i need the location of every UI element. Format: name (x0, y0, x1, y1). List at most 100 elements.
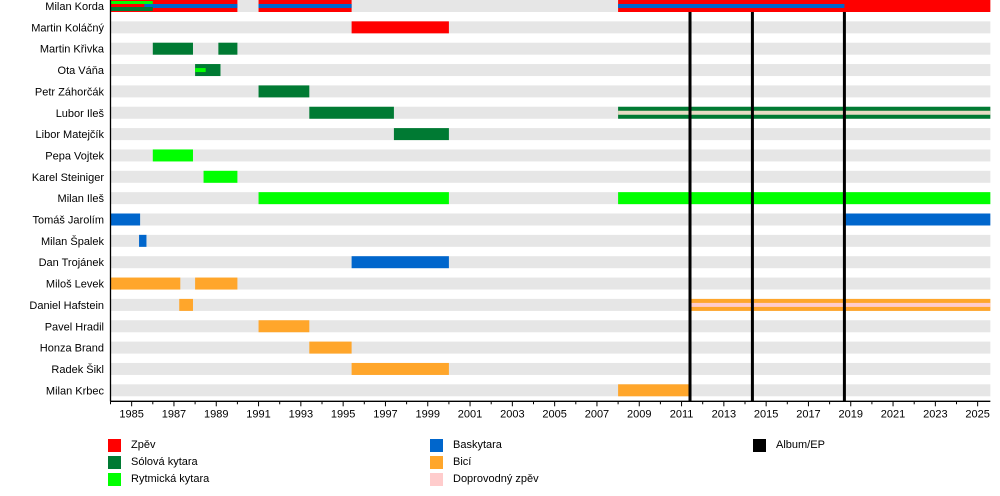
legend-swatch (430, 438, 443, 452)
member-name: Martin Koláčný (31, 22, 104, 34)
bar-bass (258, 4, 352, 8)
x-tick-label: 2021 (881, 408, 905, 420)
bar-lead (195, 64, 221, 77)
bar-rhythm (152, 149, 193, 162)
row-background (110, 320, 991, 333)
bar-bass (139, 234, 147, 247)
legend-label: Album/EP (776, 439, 825, 451)
row-background (110, 128, 991, 141)
legend-item-drums: Bicí (430, 454, 471, 470)
x-tick-label: 2011 (670, 408, 694, 420)
bar-rhythm (618, 192, 991, 205)
legend-label: Bicí (453, 456, 472, 468)
bar-rhythm (110, 1, 153, 4)
x-tick-label: 1987 (162, 408, 186, 420)
legend-item-backing: Doprovodný zpěv (430, 471, 539, 487)
member-name: Milan Korda (45, 1, 105, 13)
bar-rhythm (203, 170, 238, 183)
x-tick-label: 1997 (373, 408, 397, 420)
bar-lead (258, 85, 310, 98)
bar-backing (690, 302, 991, 307)
x-tick-label: 2001 (458, 408, 482, 420)
x-tick-label: 1991 (246, 408, 270, 420)
x-tick-label: 1985 (119, 408, 143, 420)
row-background (110, 384, 991, 397)
legend-item-rhythm: Rytmická kytara (108, 471, 209, 487)
timeline-plot: Milan Korda Martin Koláčný Martin Křivka Ot… (29, 0, 991, 420)
bar-lead (309, 106, 394, 119)
x-tick-label: 2017 (796, 408, 820, 420)
bar-bass (618, 4, 845, 8)
legend-swatch (430, 472, 443, 486)
member-name: Miloš Levek (46, 279, 105, 291)
member-name: Pepa Vojtek (45, 150, 104, 162)
bar-bass (844, 213, 991, 226)
member-name: Martin Křivka (40, 44, 105, 56)
row-background (110, 64, 991, 77)
x-tick-label: 2023 (923, 408, 947, 420)
member-name: Milan Ileš (58, 193, 105, 205)
bar-bass (351, 256, 449, 269)
bar-drums (351, 362, 449, 375)
row-background (110, 170, 991, 183)
row-background (110, 42, 991, 55)
legend-label: Sólová kytara (131, 456, 198, 468)
bar-lead (218, 42, 238, 55)
bar-bass (110, 213, 141, 226)
row-background (110, 277, 991, 290)
legend-label: Doprovodný zpěv (453, 473, 539, 485)
legend-label: Baskytara (453, 439, 502, 451)
x-tick-label: 1999 (416, 408, 440, 420)
row-background (110, 234, 991, 247)
x-tick-label: 2015 (754, 408, 778, 420)
legend-item-bass: Baskytara (430, 437, 502, 453)
x-tick-label: 1989 (204, 408, 228, 420)
x-tick-label: 2003 (500, 408, 524, 420)
bar-rhythm (258, 192, 449, 205)
member-name: Karel Steiniger (32, 172, 104, 184)
row-background (110, 213, 991, 226)
legend-label: Zpěv (131, 439, 156, 451)
row-background (110, 85, 991, 98)
legend-label: Rytmická kytara (131, 473, 210, 485)
bar-rhythm (195, 68, 206, 73)
bar-lead (152, 42, 193, 55)
member-name: Milan Krbec (46, 385, 105, 397)
legend-item-vocals: Zpěv (108, 437, 155, 453)
x-tick-label: 2009 (627, 408, 651, 420)
x-tick-label: 2005 (542, 408, 566, 420)
row-background (110, 256, 991, 269)
member-name: Milan Špalek (41, 235, 104, 248)
bar-lead (393, 128, 449, 141)
bar-drums (110, 277, 181, 290)
legend-swatch (753, 438, 766, 452)
bar-vocals (351, 21, 449, 34)
x-tick-label: 2013 (712, 408, 736, 420)
member-name: Tomáš Jarolím (32, 215, 104, 227)
member-name: Radek Šikl (51, 363, 104, 376)
bar-drums (309, 341, 352, 354)
legend-item-lead: Sólová kytara (108, 454, 198, 470)
bar-lead (110, 7, 153, 11)
member-name: Daniel Hafstein (29, 300, 104, 312)
bar-bass (144, 4, 238, 8)
row-background (110, 149, 991, 162)
member-name: Pavel Hradil (45, 321, 104, 333)
x-tick-label: 1995 (331, 408, 355, 420)
x-tick-label: 2025 (965, 408, 989, 420)
row-background (110, 21, 991, 34)
bar-drums (195, 277, 238, 290)
bar-backing (618, 110, 991, 115)
member-name: Lubor Ileš (56, 108, 105, 120)
legend-swatch (108, 455, 121, 469)
row-background (110, 341, 991, 354)
member-name: Honza Brand (40, 343, 104, 355)
member-name: Ota Váňa (58, 65, 105, 77)
bar-drums (618, 384, 691, 397)
bar-drums (179, 298, 193, 311)
member-name: Dan Trojánek (39, 257, 105, 269)
x-tick-label: 2019 (839, 408, 863, 420)
legend-item-album: Album/EP (753, 437, 825, 453)
legend-swatch (108, 438, 121, 452)
